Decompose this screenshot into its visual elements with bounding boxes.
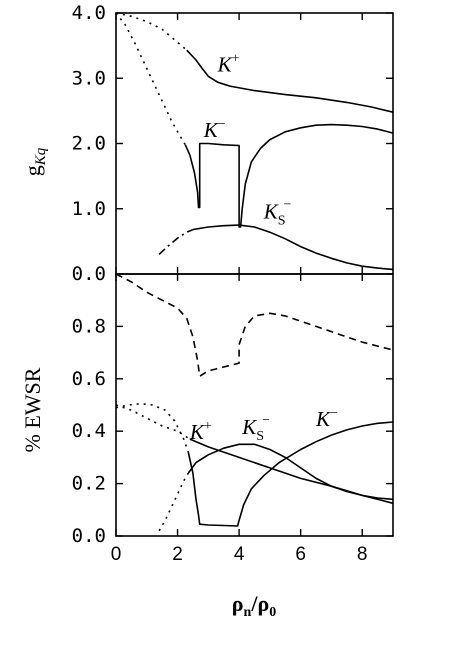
top-series-line-4 [158,228,194,255]
bottom-series-line-0 [115,273,394,377]
top-y-tick-label: 1.0 [72,198,106,220]
top-y-tick-label: 2.0 [72,133,106,155]
bottom-y-tick-label: 0.2 [72,473,106,495]
x-axis-title-slash: / [250,591,258,616]
bottom-x-tick-label: 6 [295,544,306,565]
bottom-curve-label-0: K+ [189,419,212,444]
x-axis-title-rho-0: ρ [257,591,269,616]
top-panel: 0.0 1.0 2.0 3.0 4.0 K+ K− KS− gKq [20,2,394,285]
bottom-x-tick-label: 2 [172,544,183,565]
top-y-axis-title-main: g [20,165,45,176]
top-series-line-2 [115,12,186,146]
top-series-line-0 [115,12,188,51]
bottom-y-axis-title: % EWSR [20,367,45,452]
x-axis-title-sub-0: 0 [269,605,276,620]
top-plot-frame [115,12,394,275]
bottom-x-tick-label: 0 [111,544,122,565]
top-series-group [115,12,394,271]
top-y-axis-title-sub: Kq [33,147,49,166]
bottom-series-line-1 [115,404,191,440]
top-annotations: K+ K− KS− [203,52,292,229]
bottom-curve-label-1: KS− [241,413,270,444]
x-axis-title: ρn/ρ0 [232,591,276,620]
bottom-y-tick-label: 0.4 [72,420,106,442]
bottom-x-ticks: 0 2 4 6 8 [111,274,368,565]
bottom-y-tick-label: 0.6 [72,368,106,390]
top-curve-label-0: K+ [217,52,240,77]
top-y-ticks: 0.0 1.0 2.0 3.0 4.0 [72,2,393,285]
bottom-series-group [115,273,394,532]
top-y-tick-label: 0.0 [72,263,106,285]
bottom-annotations: K+ KS− K− [189,406,338,444]
bottom-series-line-6 [187,443,394,501]
bottom-series-line-4 [187,421,394,527]
bottom-x-tick-label: 8 [357,544,368,565]
bottom-x-tick-label: 4 [234,544,245,565]
bottom-y-ticks: 0.0 0.2 0.4 0.6 0.8 [72,315,393,547]
bottom-y-tick-label: 0.0 [72,525,106,547]
bottom-curve-label-2: K− [315,406,338,431]
top-y-axis-title: gKq [20,147,49,176]
x-axis-title-sub-n: n [244,605,252,620]
top-y-tick-label: 4.0 [72,2,106,24]
top-curve-label-2: KS− [263,198,292,229]
top-x-ticks [115,13,363,274]
bottom-plot-frame [115,273,394,537]
top-series-line-1 [186,49,394,113]
bottom-series-line-5 [158,472,189,532]
bottom-y-tick-label: 0.8 [72,315,106,337]
x-axis-title-rho-n: ρ [232,591,244,616]
bottom-series-line-3 [115,402,190,453]
bottom-panel: 0.0 0.2 0.4 0.6 0.8 0 2 4 6 8 K+ KS− K− % EWSR ρn/… [20,273,394,620]
top-series-line-3 [184,123,394,228]
top-curve-label-1: K− [203,117,226,142]
top-series-line-5 [192,224,394,271]
top-y-tick-label: 3.0 [72,67,106,89]
bottom-series-line-2 [189,438,394,505]
